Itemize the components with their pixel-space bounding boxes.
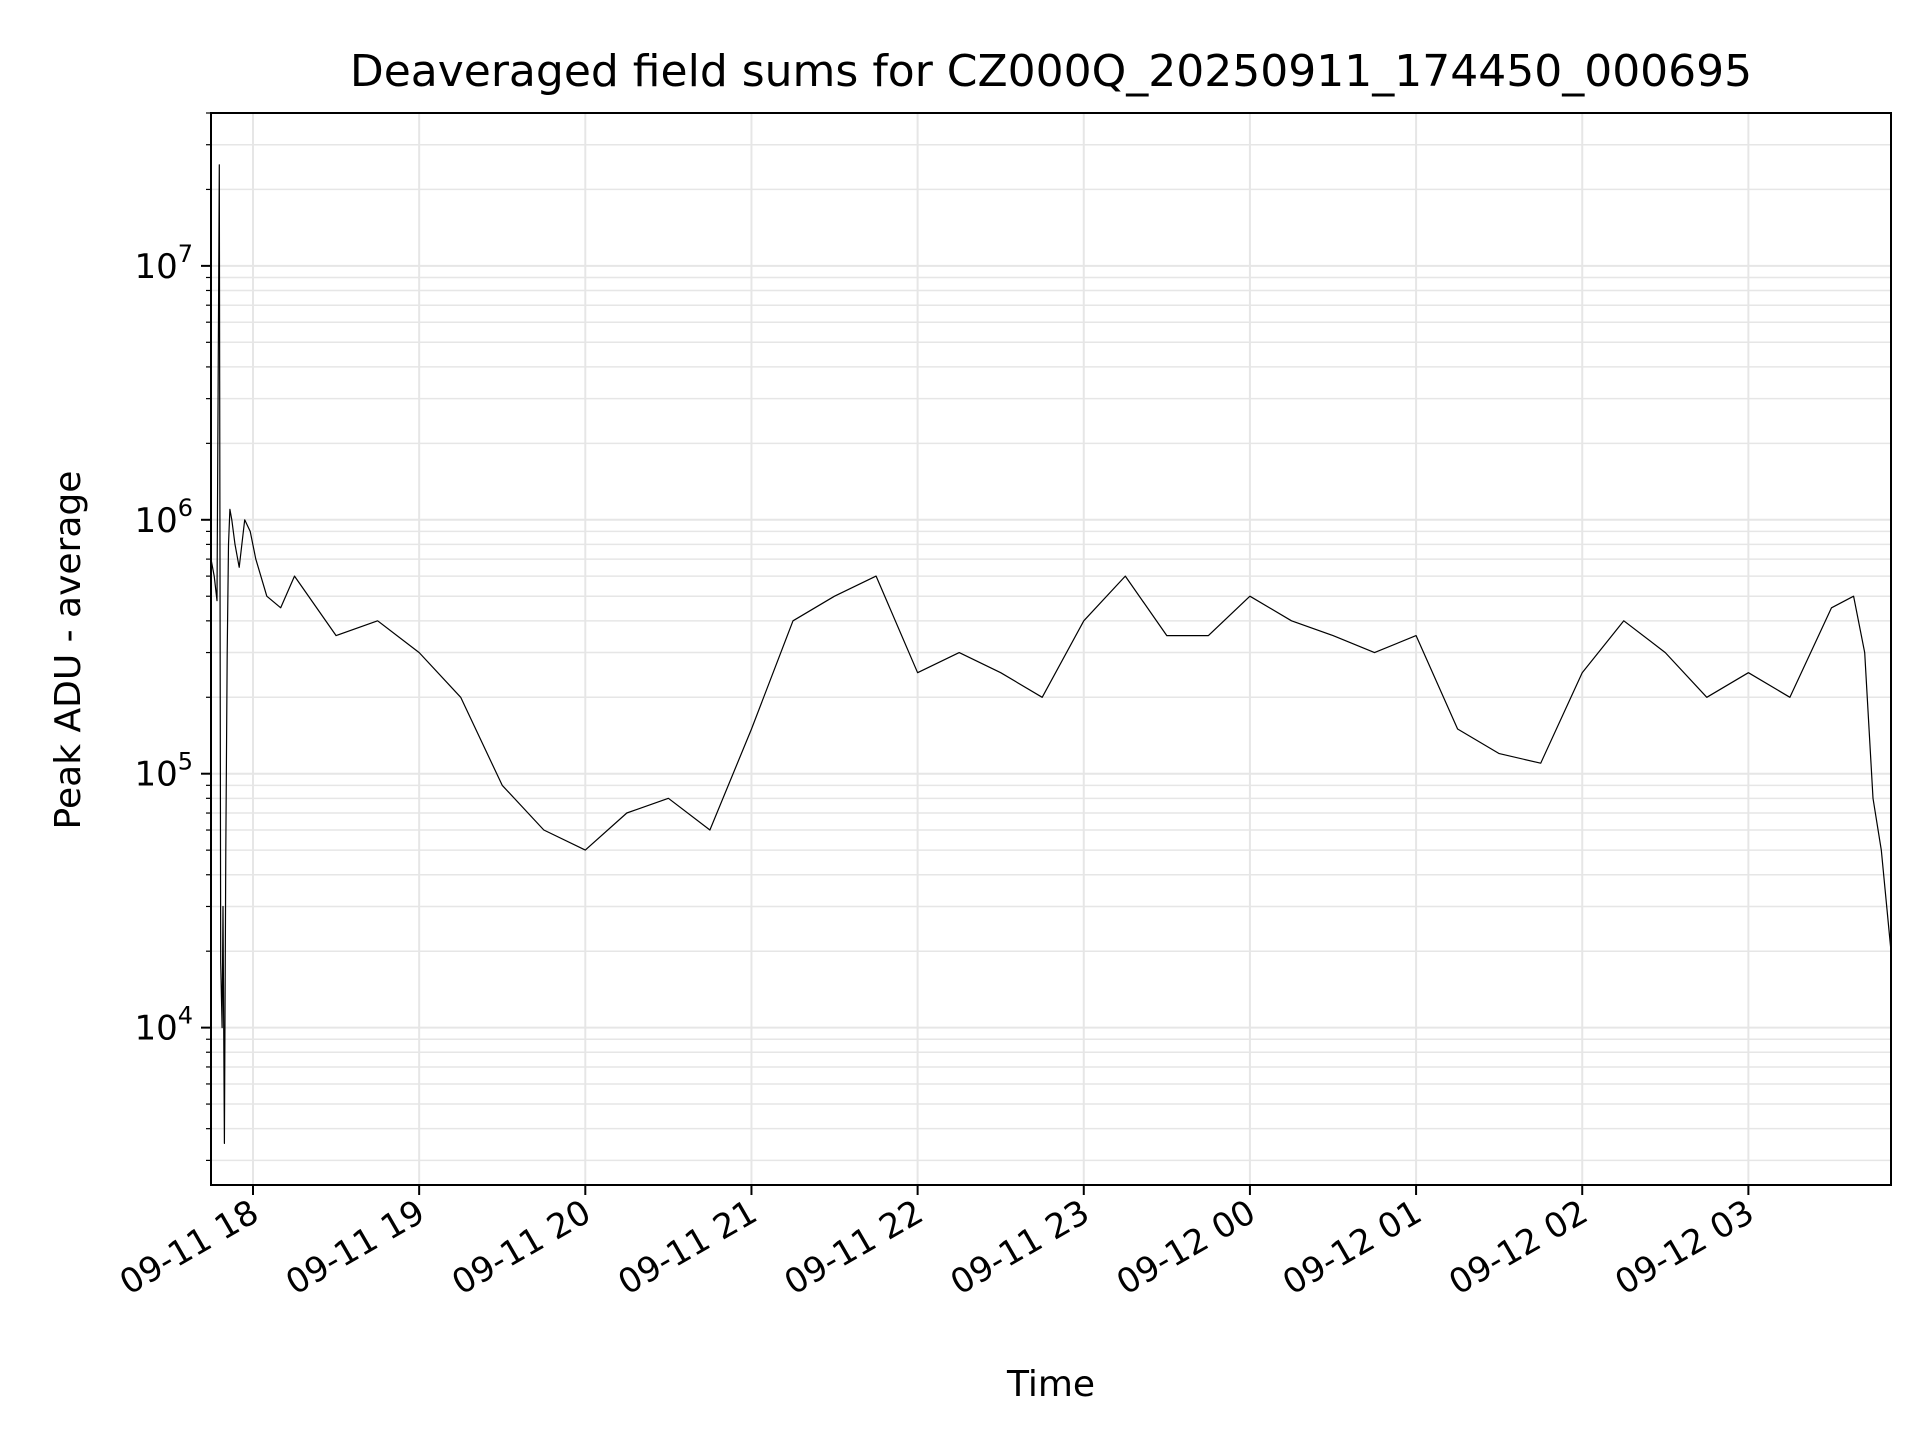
y-tick-label: 107 (134, 240, 193, 287)
y-tick-label: 105 (134, 748, 193, 795)
plot-frame (210, 112, 1892, 1186)
series-area (210, 164, 1892, 1144)
y-axis-label: Peak ADU - average (48, 471, 89, 830)
y-axis: 104 105 106 107 (134, 112, 211, 1161)
y-tick-label: 104 (134, 1002, 193, 1049)
y-tick-label: 106 (134, 494, 193, 541)
chart-title: Deaveraged field sums for CZ000Q_2025091… (350, 46, 1752, 97)
x-axis-label: Time (1006, 1364, 1095, 1405)
series-line (210, 164, 1892, 1144)
